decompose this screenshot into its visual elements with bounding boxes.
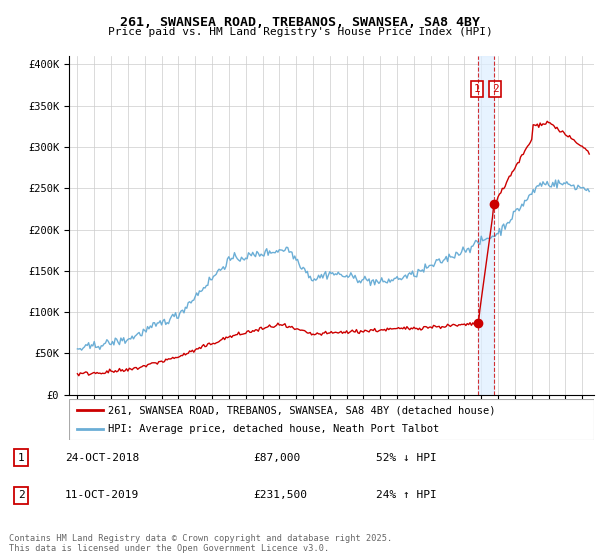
Text: 24-OCT-2018: 24-OCT-2018 (65, 452, 139, 463)
Text: Contains HM Land Registry data © Crown copyright and database right 2025.
This d: Contains HM Land Registry data © Crown c… (9, 534, 392, 553)
Text: £87,000: £87,000 (253, 452, 300, 463)
Text: Price paid vs. HM Land Registry's House Price Index (HPI): Price paid vs. HM Land Registry's House … (107, 27, 493, 37)
Text: 11-OCT-2019: 11-OCT-2019 (65, 491, 139, 500)
Text: HPI: Average price, detached house, Neath Port Talbot: HPI: Average price, detached house, Neat… (109, 424, 440, 433)
Text: 261, SWANSEA ROAD, TREBANOS, SWANSEA, SA8 4BY (detached house): 261, SWANSEA ROAD, TREBANOS, SWANSEA, SA… (109, 405, 496, 415)
Text: 52% ↓ HPI: 52% ↓ HPI (376, 452, 437, 463)
Text: £231,500: £231,500 (253, 491, 307, 500)
Bar (478, 56, 494, 395)
Text: 2: 2 (492, 84, 499, 94)
Text: 1: 1 (18, 452, 25, 463)
Text: 2: 2 (18, 491, 25, 500)
Text: 1: 1 (474, 84, 481, 94)
FancyBboxPatch shape (69, 399, 594, 440)
Text: 24% ↑ HPI: 24% ↑ HPI (376, 491, 437, 500)
Text: 261, SWANSEA ROAD, TREBANOS, SWANSEA, SA8 4BY: 261, SWANSEA ROAD, TREBANOS, SWANSEA, SA… (120, 16, 480, 29)
